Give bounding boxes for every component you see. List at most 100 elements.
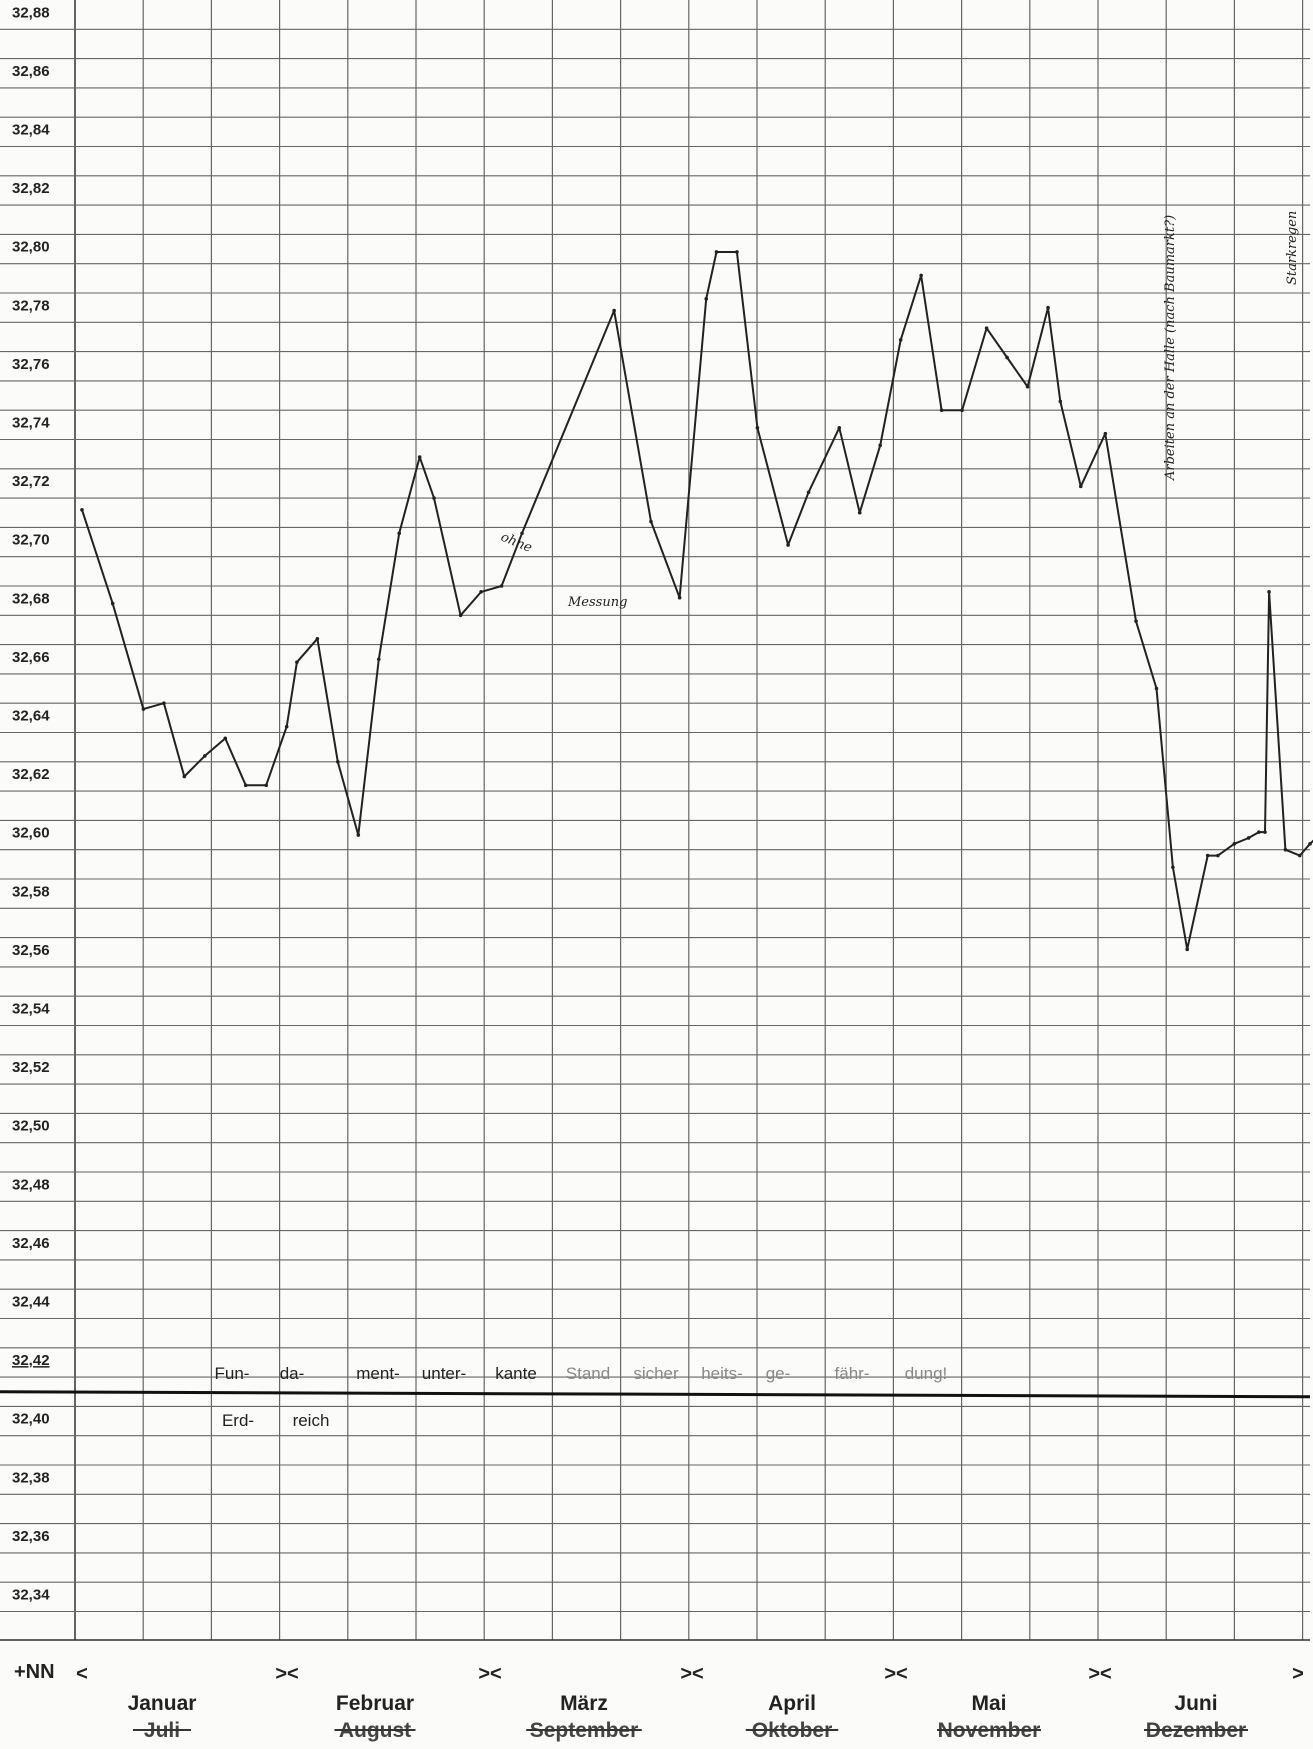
- data-point: [1134, 619, 1138, 623]
- data-point: [1263, 830, 1267, 834]
- data-point: [806, 490, 811, 495]
- data-point: [1103, 431, 1108, 436]
- y-tick-label: 32,58: [12, 883, 50, 900]
- data-point: [315, 636, 320, 641]
- data-point: [1283, 847, 1288, 852]
- month-label: Januar: [128, 1692, 197, 1715]
- data-point: [243, 783, 248, 788]
- data-point: [1246, 836, 1251, 840]
- y-tick-label: 32,36: [12, 1528, 50, 1545]
- data-point: [612, 308, 616, 313]
- y-tick-label: 32,88: [12, 4, 50, 21]
- data-point: [397, 531, 402, 536]
- data-point: [264, 783, 269, 788]
- y-tick-label: 32,48: [12, 1176, 50, 1193]
- month-separator: <: [76, 1663, 88, 1685]
- data-point: [898, 338, 903, 342]
- data-point: [520, 531, 524, 536]
- reference-word: kante: [495, 1364, 537, 1383]
- y-tick-label: 32,44: [12, 1294, 50, 1311]
- data-point: [919, 273, 923, 278]
- data-point: [1308, 842, 1312, 846]
- month-separator: ><: [884, 1663, 907, 1685]
- data-point: [1257, 830, 1261, 834]
- data-point: [1297, 853, 1302, 858]
- data-point: [984, 326, 989, 330]
- data-point: [649, 519, 653, 524]
- y-tick-label: 32,74: [12, 415, 50, 432]
- data-point: [1267, 590, 1271, 594]
- data-point: [1171, 865, 1175, 870]
- y-tick-label: 32,68: [12, 590, 50, 607]
- data-point: [223, 736, 228, 741]
- reference-word: Fun-: [215, 1364, 250, 1383]
- reference-word: ment-: [356, 1364, 399, 1383]
- data-point: [704, 297, 709, 301]
- month-label: Juni: [1174, 1692, 1217, 1715]
- data-point: [1154, 686, 1159, 691]
- data-point: [837, 425, 842, 430]
- data-point: [203, 754, 207, 758]
- y-tick-label: 32,38: [12, 1469, 50, 1486]
- y-tick-label: 32,72: [12, 473, 50, 490]
- reference-word: heits-: [701, 1364, 743, 1383]
- data-point: [1078, 484, 1083, 489]
- month-label: Februar: [336, 1692, 414, 1715]
- y-tick-label: 32,84: [12, 122, 50, 139]
- y-tick-label: 32,46: [12, 1235, 50, 1252]
- reference-word-below: Erd-: [222, 1411, 254, 1430]
- y-tick-label: 32,80: [12, 239, 50, 256]
- annotation-arbeiten: Arbeiten an der Halle (nach Baumarkt?): [1163, 215, 1178, 481]
- reference-line-group: Fun-da-ment-unter-kante Stand sicher heits-…: [0, 1364, 1311, 1430]
- y-axis-labels: 32,88 32,86 32,84 32,82 32,80 32,78 32,76 32,74…: [12, 4, 55, 1683]
- data-point: [141, 707, 146, 711]
- data-point: [1185, 947, 1189, 952]
- data-point: [432, 496, 436, 500]
- data-point: [162, 701, 166, 705]
- annotation-starkregen: Starkregen: [1285, 211, 1300, 285]
- reference-word: dung!: [905, 1364, 948, 1383]
- data-point: [1046, 305, 1050, 310]
- y-tick-label: 32,78: [12, 297, 50, 314]
- y-tick-label: 32,70: [12, 532, 50, 549]
- data-point: [336, 760, 340, 764]
- data-point: [677, 595, 682, 600]
- reference-word: da-: [280, 1364, 305, 1383]
- data-point: [1216, 853, 1220, 858]
- month-separator: >: [1292, 1663, 1304, 1685]
- data-point: [1232, 842, 1237, 846]
- y-tick-label: 32,86: [12, 63, 50, 80]
- y-tick-label: 32,40: [12, 1411, 50, 1428]
- y-tick-label: 32,62: [12, 766, 50, 783]
- data-point: [960, 408, 964, 413]
- data-point: [376, 657, 381, 662]
- y-tick-label: 32,52: [12, 1059, 50, 1076]
- annotation-messung: Messung: [567, 595, 627, 610]
- data-point: [182, 774, 187, 779]
- data-point: [714, 250, 719, 254]
- reference-word: ge-: [766, 1364, 791, 1383]
- month-label: März: [560, 1692, 608, 1715]
- data-point: [356, 833, 361, 837]
- reference-word-below: reich: [293, 1411, 330, 1430]
- reference-word: fähr-: [835, 1364, 870, 1383]
- reference-word: unter-: [422, 1364, 466, 1383]
- y-tick-label: 32,64: [12, 708, 50, 725]
- y-axis-unit-label: +NN: [14, 1661, 55, 1683]
- data-point: [1025, 384, 1030, 389]
- data-point: [735, 250, 739, 254]
- y-tick-label: 32,76: [12, 356, 50, 373]
- y-tick-label: 32,54: [12, 1001, 50, 1018]
- series-group: [80, 250, 1313, 952]
- reference-word: sicher: [633, 1364, 679, 1383]
- data-point: [295, 660, 299, 664]
- data-point: [939, 408, 944, 413]
- y-tick-label: 32,82: [12, 180, 50, 197]
- y-tick-label: 32,56: [12, 942, 50, 959]
- data-point: [878, 443, 882, 448]
- foundation-reference-line: [0, 1390, 1311, 1399]
